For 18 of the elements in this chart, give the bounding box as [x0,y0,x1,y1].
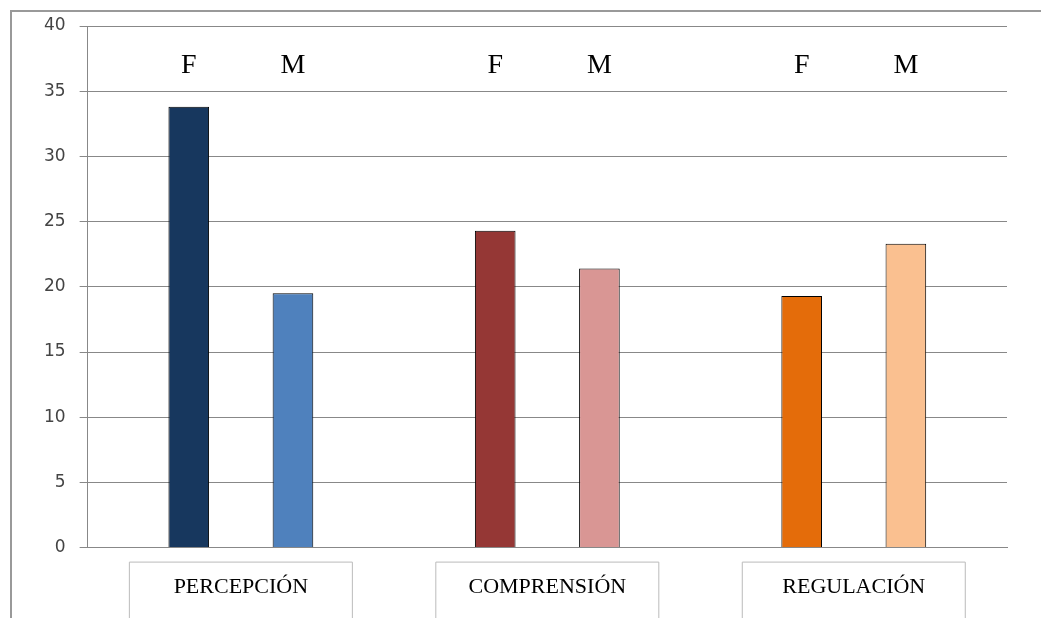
text: COMPRENSIÓN [468,572,627,598]
y-tick-label: 5 [54,470,66,491]
x-tick-label: M [280,48,306,80]
x-tick-label: F [487,48,504,80]
y-tick-label: 10 [43,405,66,426]
y-tick-label: 35 [43,79,66,100]
x-tick-label: F [793,48,810,80]
x-tick-label: M [586,48,612,80]
y-tick-label: 0 [54,536,66,557]
y-tick-label: 40 [43,14,66,35]
y-tick-label: 20 [43,275,66,296]
y-tick-label: 25 [43,210,66,231]
y-tick-label: 30 [43,144,66,165]
text: REGULACIÓN [782,572,926,598]
text: PERCEPCIÓN [173,572,309,598]
x-tick-label: M [893,48,919,80]
x-tick-label: F [180,48,197,80]
y-tick-label: 15 [43,340,66,361]
